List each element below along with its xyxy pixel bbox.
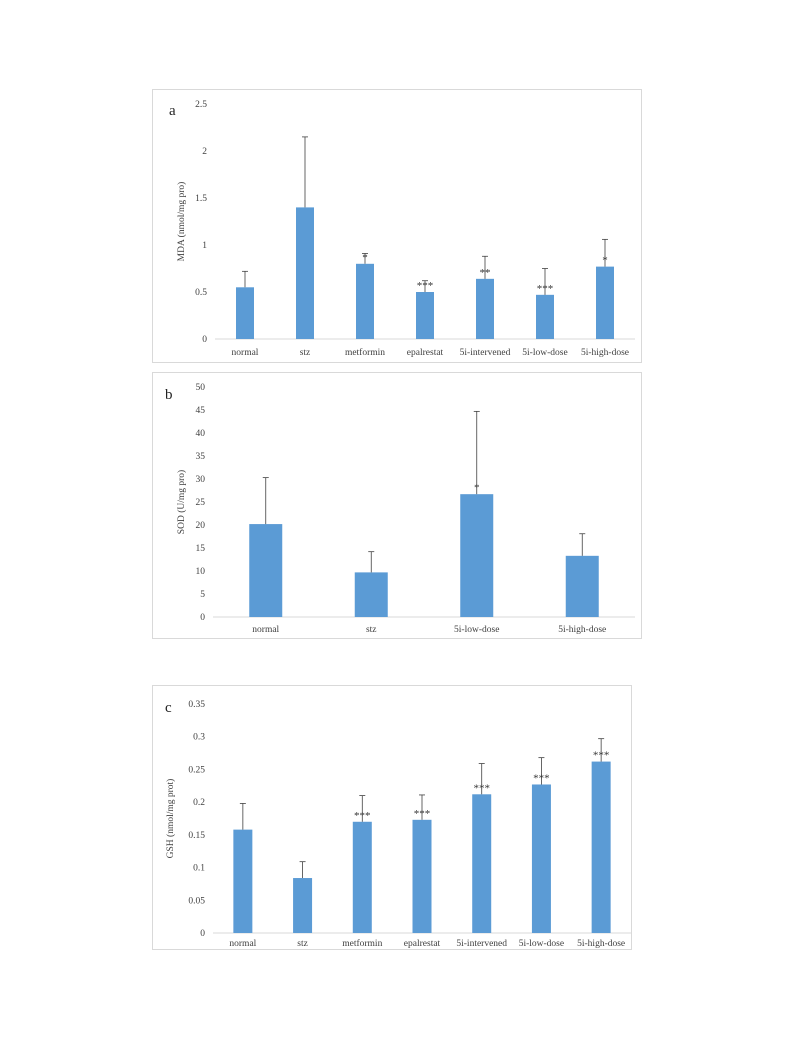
- chart-panel-sod: b SOD (U/mg pro) 0 5 10 15 20 25 30 35 40 45 50 norma…: [152, 372, 642, 639]
- y-axis-label: GSH (nmol/mg prot): [165, 779, 176, 859]
- panel-label: c: [165, 700, 172, 716]
- significance-marker: ***: [417, 280, 434, 292]
- y-tick-label: 0.25: [188, 765, 205, 775]
- panel-label: b: [165, 387, 173, 403]
- significance-marker: ***: [354, 810, 371, 822]
- significance-marker: *: [602, 255, 608, 267]
- chart-panel-mda: a MDA (nmol/mg pro) 0 0.5 1 1.5 2 2.5 normal stz *…: [152, 89, 642, 363]
- bar-epalrestat: [416, 292, 434, 339]
- bar-5i-high-dose: [565, 555, 599, 617]
- y-tick-label: 1: [202, 241, 207, 251]
- bar-5i-high-dose: [596, 266, 614, 339]
- x-category-label: 5i-high-dose: [558, 625, 606, 635]
- significance-marker: ***: [414, 808, 431, 820]
- bar-stz: [293, 878, 313, 933]
- y-tick-label: 50: [196, 383, 206, 393]
- y-tick-label: 0.5: [195, 288, 207, 298]
- x-category-label: normal: [229, 939, 256, 949]
- y-tick-label: 0.2: [193, 798, 205, 808]
- significance-marker: *: [474, 482, 480, 494]
- y-axis-label: SOD (U/mg pro): [176, 470, 187, 534]
- x-category-label: 5i-intervened: [456, 939, 507, 949]
- y-tick-label: 25: [196, 498, 206, 508]
- y-tick-label: 2.5: [195, 100, 207, 110]
- significance-marker: *: [362, 252, 368, 264]
- significance-marker: **: [480, 267, 491, 279]
- bar-5i-low-dose: [531, 784, 551, 933]
- significance-marker: ***: [533, 772, 550, 784]
- y-tick-label: 45: [196, 406, 206, 416]
- y-tick-label: 0: [200, 929, 205, 939]
- significance-marker: ***: [593, 750, 610, 762]
- x-category-label: 5i-high-dose: [577, 939, 625, 949]
- y-tick-label: 40: [196, 429, 206, 439]
- y-tick-label: 0.15: [188, 831, 205, 841]
- x-category-label: 5i-intervened: [460, 348, 511, 358]
- panel-label: a: [169, 103, 176, 119]
- bar-normal: [233, 829, 253, 933]
- y-tick-label: 30: [196, 475, 206, 485]
- y-tick-label: 0.1: [193, 864, 205, 874]
- x-category-label: epalrestat: [407, 348, 444, 358]
- y-tick-label: 20: [196, 521, 206, 531]
- y-tick-label: 0: [202, 335, 207, 345]
- x-category-label: 5i-low-dose: [522, 348, 567, 358]
- bar-5i-intervened: [472, 794, 492, 933]
- y-axis-label: MDA (nmol/mg pro): [176, 182, 187, 262]
- bar-stz: [296, 207, 314, 339]
- bar-5i-low-dose: [536, 294, 554, 339]
- y-tick-label: 0.3: [193, 733, 205, 743]
- x-category-label: stz: [297, 939, 308, 949]
- significance-marker: ***: [537, 283, 554, 295]
- significance-marker: ***: [473, 782, 490, 794]
- y-tick-label: 0.35: [188, 700, 205, 710]
- bar-5i-intervened: [476, 278, 494, 339]
- x-category-label: metformin: [342, 938, 382, 949]
- bar-stz: [354, 572, 388, 617]
- y-tick-label: 0.05: [188, 896, 205, 906]
- y-tick-label: 15: [196, 544, 206, 554]
- y-tick-label: 35: [196, 452, 206, 462]
- y-tick-label: 10: [196, 567, 206, 577]
- y-tick-label: 5: [200, 590, 205, 600]
- y-tick-label: 1.5: [195, 194, 207, 204]
- bar-5i-high-dose: [591, 761, 611, 933]
- x-category-label: stz: [300, 348, 311, 358]
- x-category-label: stz: [366, 625, 377, 635]
- chart-panel-gsh: c GSH (nmol/mg prot) 0 0.05 0.1 0.15 0.2 0.25 0.…: [152, 685, 632, 950]
- bar-epalrestat: [412, 819, 432, 933]
- mda-bar-chart: a MDA (nmol/mg pro) 0 0.5 1 1.5 2 2.5 normal stz *…: [169, 100, 635, 358]
- bar-normal: [249, 524, 283, 617]
- y-tick-label: 2: [202, 147, 207, 157]
- x-category-label: normal: [232, 348, 259, 358]
- y-tick-label: 0: [200, 613, 205, 623]
- x-category-label: 5i-high-dose: [581, 348, 629, 358]
- x-category-label: 5i-low-dose: [519, 939, 564, 949]
- gsh-bar-chart: c GSH (nmol/mg prot) 0 0.05 0.1 0.15 0.2 0.25 0.…: [165, 700, 631, 949]
- bar-normal: [236, 287, 254, 339]
- bar-metformin: [356, 263, 374, 339]
- x-category-label: normal: [252, 625, 279, 635]
- bar-metformin: [352, 821, 372, 933]
- sod-bar-chart: b SOD (U/mg pro) 0 5 10 15 20 25 30 35 40 45 50 norma…: [165, 383, 635, 635]
- bar-5i-low-dose: [460, 494, 494, 617]
- x-category-label: metformin: [345, 347, 385, 358]
- x-category-label: 5i-low-dose: [454, 625, 499, 635]
- x-category-label: epalrestat: [404, 939, 441, 949]
